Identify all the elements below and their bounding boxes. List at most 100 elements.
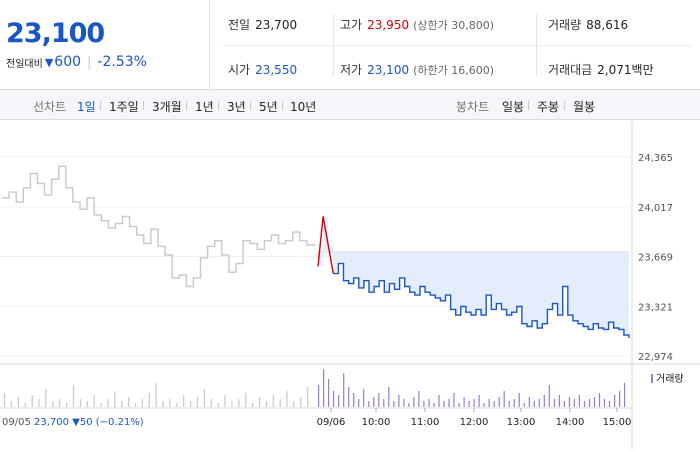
today-volume-bar (508, 401, 510, 407)
today-volume-bar (568, 397, 570, 407)
period-5y[interactable]: 5년 (259, 100, 278, 114)
time-tick: 13:00 (507, 417, 536, 428)
line-chart-label: 선차트 (33, 100, 67, 114)
today-volume-bar (488, 399, 490, 407)
prev-volume-bar (279, 399, 281, 407)
prev-volume-bar (121, 401, 123, 407)
prev-volume-bar (203, 389, 205, 407)
today-volume-bar (588, 399, 591, 407)
prev-volume-bar (107, 399, 109, 407)
prev-day-summary: 23,700 ▼50 (−0.21%) (34, 417, 144, 428)
prev-volume-bar (183, 395, 185, 407)
change-row: 전일대비 ▼ 600 | -2.53% (6, 54, 147, 70)
today-volume-bar (338, 395, 340, 407)
today-volume-bar (483, 403, 485, 407)
today-volume-bar (503, 391, 505, 407)
period-3m[interactable]: 3개월 (152, 100, 182, 114)
today-volume-bar (468, 401, 470, 407)
today-volume-bar (398, 395, 400, 407)
toolbar-divider (282, 101, 283, 110)
prev-volume-bar (128, 397, 130, 407)
today-volume-bar (538, 399, 540, 407)
today-volume-bar (478, 395, 480, 407)
period-3y[interactable]: 3년 (227, 100, 246, 114)
prev-volume-bar (162, 401, 164, 407)
prev-volume-bar (300, 397, 302, 407)
today-volume-bar (558, 395, 560, 407)
prev-volume-bar (210, 399, 212, 407)
period-1y[interactable]: 1년 (195, 100, 214, 114)
volume-label: 거래량 (548, 18, 582, 32)
today-volume-bar (563, 401, 565, 407)
period-1d[interactable]: 1일 (77, 100, 96, 114)
today-volume-bar (368, 401, 370, 407)
candle-monthly[interactable]: 월봉 (573, 100, 596, 114)
time-tick: 12:00 (460, 417, 489, 428)
volume-value: 88,616 (586, 18, 629, 32)
today-volume-bar (553, 399, 555, 407)
today-volume-bar (583, 401, 586, 407)
high-label: 고가 (340, 18, 363, 32)
price-tick: 24,017 (638, 203, 673, 214)
today-volume-bar (383, 399, 385, 407)
down-triangle-icon: ▼ (44, 55, 54, 69)
candle-weekly[interactable]: 주봉 (537, 100, 560, 114)
prev-volume-bar (93, 395, 95, 407)
today-volume-bar (393, 401, 395, 407)
chart-toolbar: 선차트 1일 1주일 3개월 1년 3년 5년 10년 봉차트 일봉 주봉 월봉 (0, 90, 700, 120)
today-series-line (333, 262, 630, 338)
period-1w[interactable]: 1주일 (109, 100, 139, 114)
candle-chart-label: 봉차트 (456, 100, 490, 114)
today-volume-bar (543, 395, 545, 407)
today-volume-bar (348, 387, 350, 407)
prev-volume-bar (59, 399, 61, 407)
prev-volume-bar (190, 401, 192, 407)
today-volume-bar (443, 401, 445, 407)
toolbar-divider (250, 101, 251, 110)
time-tick: 14:00 (556, 417, 585, 428)
today-volume-bar (493, 401, 495, 407)
prev-volume-bar (38, 399, 40, 407)
prev-volume-bar (86, 401, 88, 407)
today-volume-bar (448, 399, 450, 407)
intraday-price-chart[interactable]: 24,365 24,017 23,669 23,321 22,974 09/06 10:0… (0, 121, 700, 450)
prev-volume-bar (224, 395, 226, 407)
prev-volume-bar (114, 391, 116, 407)
volume-legend-swatch (651, 374, 653, 383)
quote-panel: 23,100 전일대비 ▼ 600 | -2.53% 전일 23,700 고가 23… (0, 0, 700, 90)
prev-volume-bar (286, 391, 288, 407)
toolbar-divider (143, 101, 144, 110)
high-value: 23,950 (367, 18, 410, 32)
today-volume-bar (578, 395, 580, 407)
today-volume-bar (333, 391, 335, 407)
today-volume-bar (548, 385, 550, 407)
today-volume-bar (614, 395, 616, 407)
prev-volume-bar (17, 397, 19, 407)
change-label: 전일대비 (6, 58, 43, 70)
prev-volume-bar (79, 399, 81, 407)
today-volume-bar (513, 399, 515, 407)
time-tick-labels: 09/06 10:00 11:00 12:00 13:00 14:00 15:00 (317, 408, 631, 428)
lower-limit: (하한가 16,600) (413, 64, 495, 77)
today-volume-bar (458, 403, 460, 407)
candle-daily[interactable]: 일봉 (502, 100, 525, 114)
quote-col-divider (333, 14, 334, 76)
today-volume-bar (328, 379, 330, 407)
time-tick: 10:00 (362, 417, 391, 428)
volume-legend: 거래량 (656, 373, 684, 385)
today-volume-bar (624, 383, 626, 407)
prev-volume-bar (258, 397, 261, 407)
today-volume-bar (428, 399, 430, 407)
prev-volume-bar (231, 401, 233, 407)
prev-volume-bar (52, 401, 54, 407)
prev-volume-bar (217, 403, 219, 407)
today-up-segment (317, 216, 334, 274)
prev-volume-bar (100, 403, 102, 407)
period-10y[interactable]: 10년 (290, 100, 317, 114)
today-volume-bar (378, 393, 380, 407)
open-cell: 시가 23,550 (228, 61, 297, 78)
quote-row-divider (222, 45, 692, 46)
today-volume-bar (438, 395, 440, 407)
price-tick: 23,669 (638, 253, 673, 264)
trade-value: 2,071 (597, 63, 632, 77)
